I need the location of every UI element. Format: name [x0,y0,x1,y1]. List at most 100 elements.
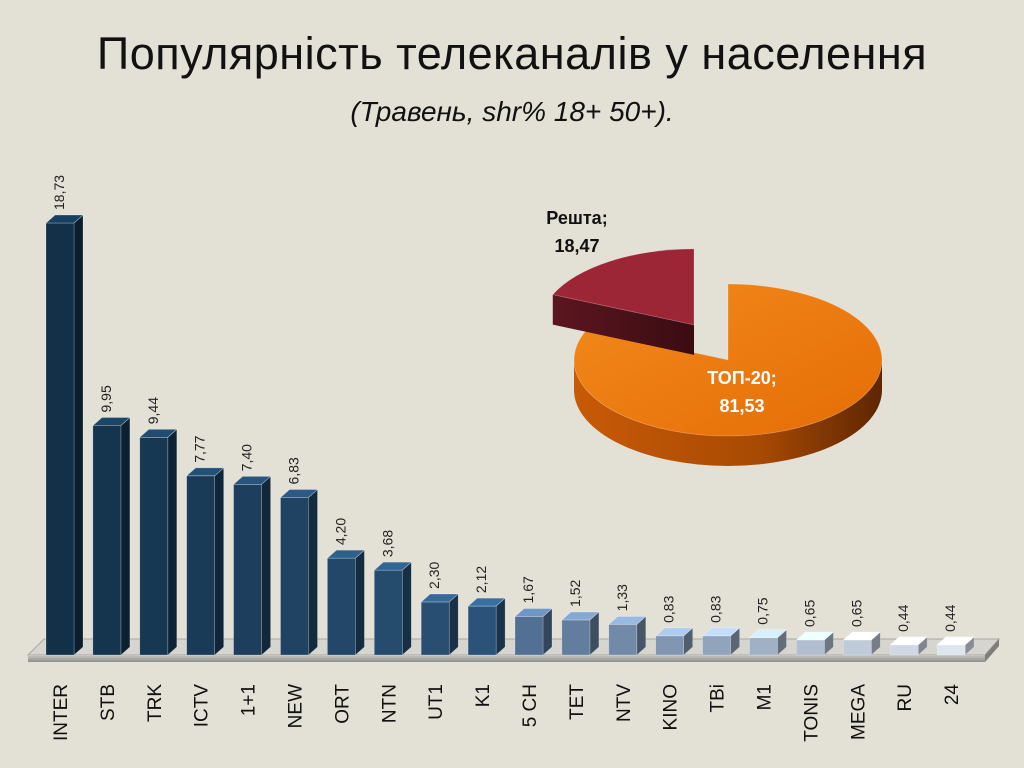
bar-mega [842,631,882,656]
category-label: ICTV [192,684,213,728]
chart-title: Популярність телеканалів у населення [96,28,928,79]
value-label: 7,77 [192,435,208,462]
bar-front [467,605,497,656]
chart-floor-side [985,639,999,662]
bar-front [608,624,638,656]
bar-top [92,417,131,426]
pie-wall [552,294,695,355]
bar-front [702,635,731,656]
category-label: RU [895,684,916,711]
value-label: 1,33 [614,584,630,611]
value-label: 2,30 [426,561,442,588]
bar-ntn [373,561,413,656]
bar-tonis [795,631,835,656]
bar-tet [561,611,600,656]
bar-front [655,635,685,656]
category-label: UT1 [426,684,447,720]
pie-value-top20: 81,53 [719,396,764,416]
bar-top [608,616,647,625]
bar-side [355,549,365,656]
pie-top [573,283,883,437]
category-label: 5 CH [520,684,541,727]
bar-top [373,561,413,571]
bar-front [186,475,215,656]
bar-top [45,214,84,224]
value-label: 7,40 [239,444,255,471]
bar-front [45,222,75,656]
category-label: INTER [51,684,72,741]
bar-front [561,619,591,656]
category-label: K1 [473,684,494,707]
bar-front [936,644,966,656]
category-label: ORT [332,684,353,724]
bar-m1 [748,629,788,656]
bar-top [842,631,882,641]
value-label: 0,44 [895,604,911,631]
category-label: TRK [145,684,166,722]
category-label: NTV [614,684,635,722]
bar-top [561,611,600,621]
bar-k1 [467,597,506,656]
bar-top [701,627,741,637]
bar-5-ch [514,607,553,656]
category-label: KINO [661,684,682,730]
bar-top [467,597,506,607]
bar-side [73,214,84,656]
bar-kino [654,627,694,656]
category-label: MEGA [848,684,869,740]
value-label: 0,83 [661,595,677,622]
bar-top [748,629,788,639]
bar-ictv [185,467,225,656]
bar-front [514,616,544,656]
category-label: TET [567,684,588,720]
value-label: 9,44 [145,397,161,424]
bar-1+1 [232,475,272,656]
bar-ut1 [420,593,459,656]
bar-front [139,436,169,656]
bar-top [420,593,459,603]
bar-top [232,476,272,485]
bar-front [889,644,919,656]
category-label: M1 [755,684,776,710]
bar-tbi [701,627,741,656]
bar-top [514,608,553,617]
value-label: 3,68 [379,530,395,557]
pie-slice-top20 [573,283,883,466]
value-label: 0,65 [801,600,817,627]
bar-top [654,627,694,637]
bar-front [92,425,122,656]
bar-top [795,631,835,641]
value-label: 4,20 [332,518,348,545]
bar-front [749,637,778,656]
bar-top [936,636,975,646]
bar-top [279,489,319,498]
value-label: 0,65 [848,600,864,627]
pie-top [552,248,695,326]
category-label: 24 [942,684,963,706]
value-label: 1,67 [520,576,536,603]
bar-side [214,467,224,656]
bar-new [279,488,319,656]
bar-24 [936,636,975,656]
bar-ntv [608,615,647,656]
bar-ort [326,549,366,656]
bar-top [139,428,178,438]
value-label: 0,44 [942,604,958,631]
value-label: 2,12 [473,566,489,593]
category-label: STB [98,684,119,721]
bar-front [280,497,309,656]
bar-ru [889,636,928,656]
bar-side [401,561,412,656]
bar-front [233,484,262,656]
category-label: 1+1 [239,684,260,716]
chart-floor-front [28,655,985,662]
value-label: 18,73 [51,175,67,210]
bar-side [448,593,459,656]
bar-side [120,416,131,656]
category-label: TBi [708,684,729,713]
value-label: 9,95 [98,385,114,412]
bar-front [373,569,403,656]
pie-value-other: 18,47 [554,236,599,256]
category-label: TONIS [801,684,822,742]
